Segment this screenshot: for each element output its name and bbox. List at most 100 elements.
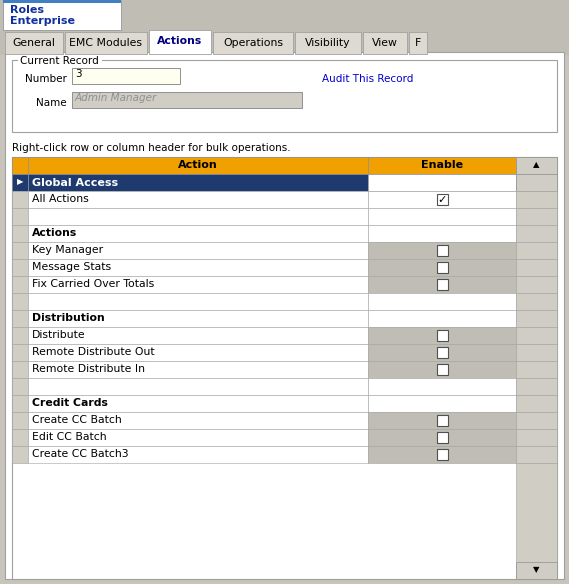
Bar xyxy=(12,361,28,378)
Bar xyxy=(516,562,557,579)
Bar xyxy=(12,327,28,344)
Bar xyxy=(12,157,28,174)
Bar xyxy=(437,262,448,273)
Bar xyxy=(65,32,147,54)
Text: All Actions: All Actions xyxy=(32,194,89,204)
Bar xyxy=(12,429,28,446)
Bar xyxy=(368,191,516,208)
Text: Distribute: Distribute xyxy=(32,330,85,340)
Bar xyxy=(437,330,448,341)
Bar xyxy=(437,432,448,443)
Text: ▲: ▲ xyxy=(533,161,539,169)
Bar xyxy=(28,344,368,361)
Bar xyxy=(516,276,557,293)
Bar xyxy=(12,191,28,208)
Bar xyxy=(28,259,368,276)
Bar xyxy=(28,327,368,344)
Bar xyxy=(437,364,448,375)
Text: ▼: ▼ xyxy=(533,565,539,575)
Bar xyxy=(368,446,516,463)
Bar xyxy=(368,242,516,259)
Text: Fix Carried Over Totals: Fix Carried Over Totals xyxy=(32,279,154,289)
Bar xyxy=(12,60,557,132)
Bar xyxy=(149,30,211,54)
Bar xyxy=(12,378,28,395)
Bar xyxy=(12,208,28,225)
Bar xyxy=(28,208,368,225)
Text: Create CC Batch3: Create CC Batch3 xyxy=(32,449,129,459)
Bar xyxy=(516,395,557,412)
Text: General: General xyxy=(13,38,55,48)
Text: Admin Manager: Admin Manager xyxy=(75,93,157,103)
Text: Audit This Record: Audit This Record xyxy=(322,74,413,84)
Bar xyxy=(437,194,448,205)
Bar xyxy=(368,259,516,276)
Text: EMC Modules: EMC Modules xyxy=(69,38,142,48)
Text: Credit Cards: Credit Cards xyxy=(32,398,108,408)
Bar xyxy=(516,361,557,378)
Text: Visibility: Visibility xyxy=(305,38,351,48)
Bar xyxy=(28,293,368,310)
Bar xyxy=(28,361,368,378)
Bar xyxy=(213,32,293,54)
Bar xyxy=(409,32,427,54)
Bar xyxy=(516,157,557,174)
Bar xyxy=(368,344,516,361)
Bar xyxy=(437,415,448,426)
Bar xyxy=(12,259,28,276)
Bar xyxy=(12,242,28,259)
Bar xyxy=(0,30,569,55)
Bar xyxy=(3,0,121,30)
Bar xyxy=(368,361,516,378)
Bar xyxy=(516,344,557,361)
Text: Create CC Batch: Create CC Batch xyxy=(32,415,122,425)
Bar xyxy=(18,55,102,65)
Bar xyxy=(72,92,302,108)
Text: Remote Distribute Out: Remote Distribute Out xyxy=(32,347,155,357)
Bar xyxy=(516,412,557,429)
Bar xyxy=(368,429,516,446)
Bar xyxy=(516,378,557,395)
Text: Roles: Roles xyxy=(10,5,44,15)
Text: Enterprise: Enterprise xyxy=(10,16,75,26)
Bar xyxy=(516,293,557,310)
Text: 3: 3 xyxy=(75,69,81,79)
Bar xyxy=(12,293,28,310)
Bar xyxy=(368,276,516,293)
Bar xyxy=(28,395,368,412)
Bar xyxy=(516,208,557,225)
Bar xyxy=(5,32,63,54)
Bar xyxy=(368,293,516,310)
Bar xyxy=(12,395,28,412)
Bar xyxy=(12,412,28,429)
Bar xyxy=(28,225,368,242)
Text: ✓: ✓ xyxy=(438,194,447,204)
Bar xyxy=(12,344,28,361)
Bar xyxy=(437,449,448,460)
Bar xyxy=(72,68,180,84)
Bar xyxy=(12,225,28,242)
Bar xyxy=(28,412,368,429)
Bar xyxy=(516,429,557,446)
Bar xyxy=(368,310,516,327)
Bar xyxy=(28,157,368,174)
Bar xyxy=(28,446,368,463)
Bar xyxy=(12,446,28,463)
Bar xyxy=(12,174,28,191)
Text: Actions: Actions xyxy=(32,228,77,238)
Bar xyxy=(28,276,368,293)
Bar xyxy=(368,327,516,344)
Bar xyxy=(28,378,368,395)
Bar xyxy=(3,0,121,3)
Bar xyxy=(368,157,516,174)
Text: Right-click row or column header for bulk operations.: Right-click row or column header for bul… xyxy=(12,143,291,153)
Bar xyxy=(516,446,557,463)
Bar xyxy=(12,157,557,579)
Bar xyxy=(516,242,557,259)
Bar xyxy=(363,32,407,54)
Bar xyxy=(368,395,516,412)
Text: Remote Distribute In: Remote Distribute In xyxy=(32,364,145,374)
Text: Number: Number xyxy=(25,74,67,84)
Bar xyxy=(28,174,368,191)
Bar xyxy=(28,191,368,208)
